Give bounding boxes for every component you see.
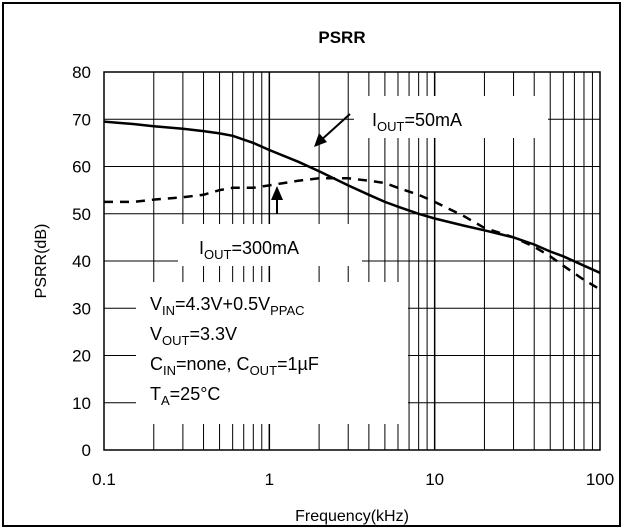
tick-labels: 0 10 20 30 40 50 60 70 80 0.1 1 10 100 [72,63,614,489]
series-label-50ma: IOUT=50mA [372,110,462,134]
y-axis-label: PSRR(dB) [33,224,50,299]
y-tick-label: 0 [82,441,91,460]
arrow-50ma-shaft [318,113,351,143]
y-tick-label: 30 [72,299,91,318]
y-tick-label: 40 [72,252,91,271]
series-label-300ma: IOUT=300mA [199,238,299,262]
condition-line-4: TA=25°C [150,384,220,408]
x-tick-label: 1 [265,470,274,489]
label-boxes: IOUT=50mA IOUT=300mA VIN=4.3V+0.5VPPAC VOUT… [136,96,548,424]
series-line-1 [103,120,601,274]
y-tick-label: 60 [72,158,91,177]
conditions-box [136,282,408,424]
y-tick-label: 20 [72,347,91,366]
y-tick-label: 50 [72,205,91,224]
x-axis-label: Frequency(kHz) [295,508,409,525]
y-tick-label: 80 [72,63,91,82]
y-tick-label: 10 [72,394,91,413]
x-tick-label: 10 [425,470,444,489]
plot-border [103,71,601,451]
arrow-50ma-head [314,133,327,147]
series-line-2 [104,177,601,291]
condition-line-2: VOUT=3.3V [150,324,237,348]
chart-title: PSRR [318,28,365,47]
condition-line-1: VIN=4.3V+0.5VPPAC [150,294,305,318]
condition-line-3: CIN=none, COUT=1µF [150,354,319,378]
x-tick-label: 100 [586,470,614,489]
y-tick-label: 70 [72,110,91,129]
series-group [103,120,601,291]
label-box-300ma [178,224,362,266]
x-tick-label: 0.1 [92,470,116,489]
label-box-50ma [354,96,548,138]
arrow-300ma-head [271,186,283,200]
